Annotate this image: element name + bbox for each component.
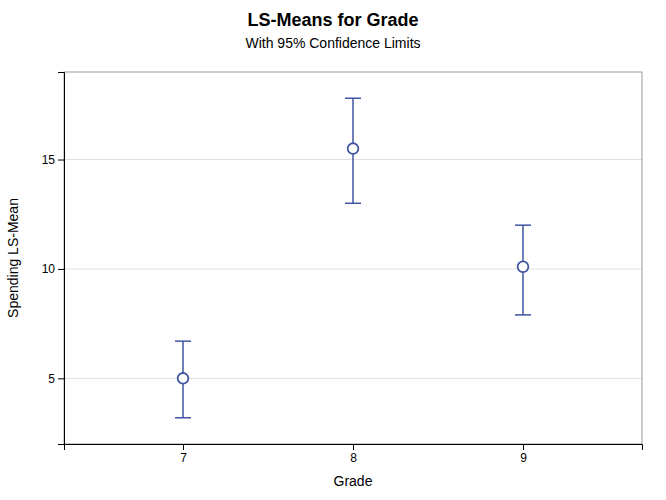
grid-line — [64, 268, 642, 269]
marks — [175, 98, 531, 417]
y-tick-label: 15 — [42, 153, 56, 167]
error-cap-upper — [515, 224, 531, 226]
mean-point — [348, 143, 359, 154]
y-axis-title: Spending LS-Mean — [5, 198, 21, 318]
error-cap-lower — [515, 314, 531, 316]
error-cap-upper — [175, 340, 191, 342]
mean-point — [178, 373, 189, 384]
x-tick-mark — [523, 444, 524, 450]
x-axis-line — [65, 445, 643, 451]
error-cap-lower — [345, 203, 361, 205]
y-axis-line — [58, 73, 65, 445]
x-tick-mark — [353, 444, 354, 450]
x-tick-label: 9 — [520, 451, 527, 465]
x-axis: 7 8 9 — [65, 444, 643, 465]
x-tick: 9 — [520, 444, 527, 465]
title: LS-Means for Grade — [247, 10, 418, 30]
y-tick-mark — [58, 269, 64, 270]
x-tick: 8 — [350, 444, 357, 465]
y-axis: 5 10 15 — [42, 73, 65, 445]
mean-point — [518, 261, 529, 272]
chart: LS-Means for Grade With 95% Confidence Li… — [0, 0, 666, 500]
points — [178, 143, 529, 383]
y-tick-mark — [58, 160, 64, 161]
error-bars — [175, 98, 531, 417]
x-tick-label: 7 — [180, 451, 187, 465]
error-cap-upper — [345, 98, 361, 100]
x-tick-label: 8 — [350, 451, 357, 465]
plot-frame — [64, 72, 642, 444]
y-tick-label: 10 — [42, 262, 56, 276]
x-axis-title: Grade — [334, 473, 373, 489]
y-tick: 5 — [48, 372, 64, 386]
y-tick-mark — [58, 378, 64, 379]
y-tick-label: 5 — [48, 372, 55, 386]
y-tick: 15 — [42, 153, 64, 167]
subtitle: With 95% Confidence Limits — [245, 35, 420, 51]
grid-line — [64, 378, 642, 379]
error-cap-lower — [175, 417, 191, 419]
y-tick: 10 — [42, 262, 64, 276]
x-tick-mark — [183, 444, 184, 450]
plot: 7 8 9 5 10 15 — [42, 72, 643, 465]
x-tick: 7 — [180, 444, 187, 465]
